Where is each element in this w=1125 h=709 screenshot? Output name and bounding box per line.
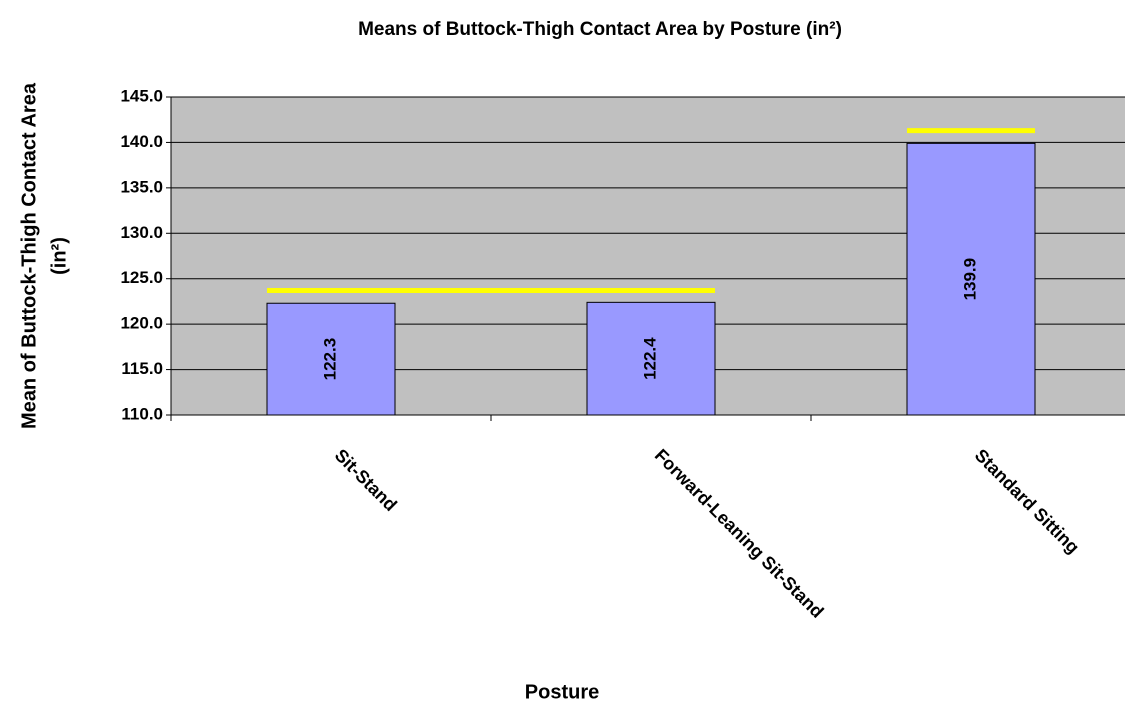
y-tick-label: 110.0 [121,404,163,423]
bar [586,301,716,416]
x-axis-title: Posture [525,681,599,703]
bar [266,302,396,416]
chart-title: Means of Buttock-Thigh Contact Area by P… [358,19,842,40]
x-tick-label: Forward-Leaning Sit-Stand [651,445,828,622]
y-axis-title: Mean of Buttock-Thigh Contact Area [18,82,40,429]
y-tick-label: 130.0 [120,223,163,242]
y-tick-label: 135.0 [120,177,163,196]
x-tick-label: Sit-Stand [331,445,401,515]
y-axis-title: (in²) [48,237,70,275]
x-tick-label: Standard Sitting [971,445,1083,557]
data-label: 122.4 [640,337,659,380]
y-tick-label: 115.0 [121,359,163,378]
y-tick-label: 125.0 [120,268,163,287]
y-tick-label: 145.0 [120,86,163,105]
y-tick-label: 120.0 [120,314,163,333]
bar [906,142,1036,416]
data-label: 122.3 [320,338,339,381]
y-tick-label: 140.0 [120,132,163,151]
data-label: 139.9 [960,258,979,301]
